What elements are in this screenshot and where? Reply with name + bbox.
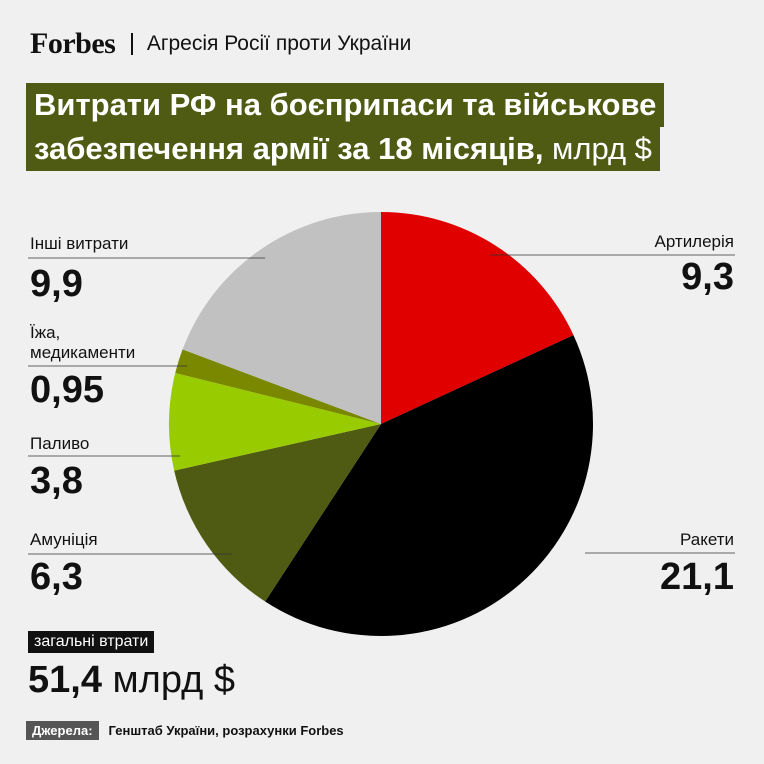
label-artillery: Артилерія [654, 232, 734, 251]
value-other: 9,9 [30, 263, 83, 305]
label-food-line1: Їжа, [30, 323, 61, 342]
source-line: Джерела: Генштаб України, розрахунки For… [26, 721, 344, 740]
label-food-line2: медикаменти [30, 343, 136, 362]
pie-slice-fuel [168, 372, 381, 471]
chart-title-text-2: забезпечення армії за 18 місяців, [34, 131, 544, 166]
source-label: Джерела: [26, 721, 99, 740]
pie-slice-other [182, 212, 381, 424]
pie-slice-rockets [265, 335, 594, 636]
label-fuel: Паливо [30, 434, 90, 453]
chart-title-text-1: Витрати РФ на боєприпаси та військове [34, 87, 657, 122]
header: Forbes Агресія Росії проти України [30, 26, 411, 62]
pie-slice-artillery [381, 212, 574, 424]
section-title: Агресія Росії проти України [146, 32, 412, 55]
total-label: загальні втрати [28, 631, 155, 653]
chart-title-unit: млрд $ [543, 131, 652, 166]
value-ammo: 6,3 [30, 556, 83, 598]
total-value: 51,4 млрд $ [28, 658, 235, 702]
total-unit: млрд $ [101, 659, 235, 701]
label-ammo: Амуніція [30, 530, 98, 549]
label-other: Інші витрати [30, 234, 129, 253]
value-rockets: 21,1 [660, 556, 734, 598]
pie-slice-ammo [174, 424, 381, 602]
value-fuel: 3,8 [30, 460, 83, 502]
chart-title-line1: Витрати РФ на боєприпаси та військове [26, 83, 665, 127]
forbes-logo: Forbes [30, 27, 116, 60]
label-rockets: Ракети [679, 530, 734, 549]
chart-title-line2: забезпечення армії за 18 місяців, млрд $ [26, 127, 660, 171]
value-food: 0,95 [30, 369, 104, 411]
pie-slice-food [175, 349, 381, 424]
value-artillery: 9,3 [681, 256, 734, 298]
header-divider [131, 33, 133, 55]
source-text: Генштаб України, розрахунки Forbes [108, 723, 344, 738]
total-number: 51,4 [28, 659, 102, 701]
